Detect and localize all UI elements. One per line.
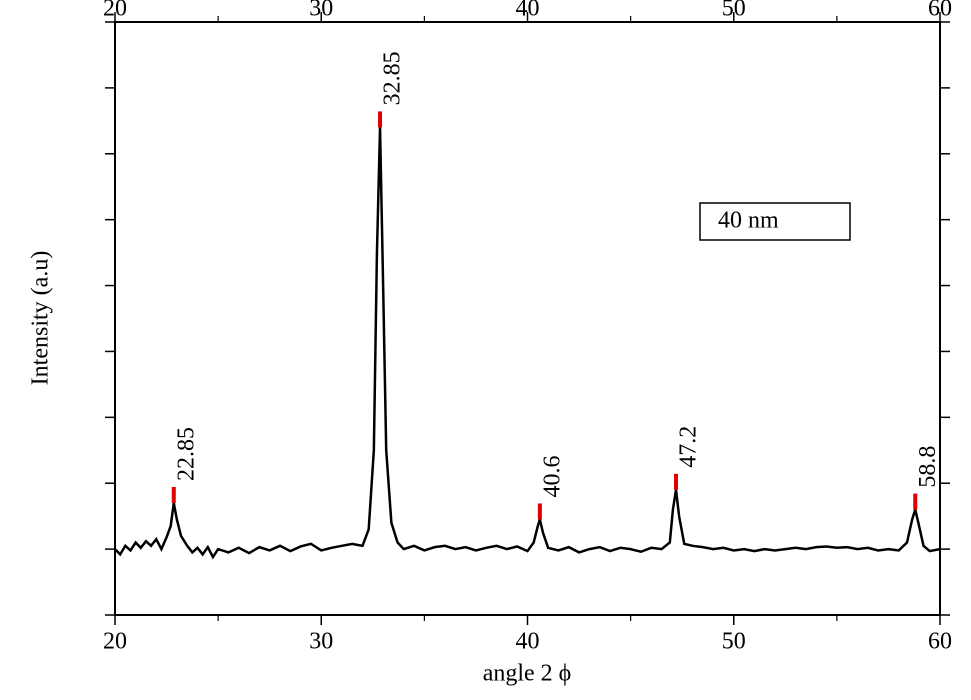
x-tick-label-top: 40 (516, 0, 540, 22)
data-line (114, 127, 941, 560)
legend-box (699, 202, 851, 241)
peak-label: 22.85 (173, 427, 199, 481)
y-axis-label: Intensity (a.u) (28, 251, 54, 386)
x-tick-label: 30 (309, 629, 333, 655)
plot-frame (114, 21, 941, 616)
x-tick-label: 60 (928, 629, 952, 655)
peak-label: 40.6 (539, 455, 565, 497)
x-tick-label-top: 30 (309, 0, 333, 22)
x-tick-label: 50 (722, 629, 746, 655)
peak-label: 58.8 (915, 446, 941, 488)
peak-label: 32.85 (380, 51, 406, 105)
x-axis-label: angle 2 ϕ (483, 661, 572, 687)
x-tick-label-top: 20 (103, 0, 127, 22)
x-tick-label: 20 (103, 629, 127, 655)
x-tick-label: 40 (516, 629, 540, 655)
legend-label: 40 nm (718, 208, 779, 234)
peak-label: 47.2 (676, 426, 702, 468)
x-tick-label-top: 50 (722, 0, 746, 22)
x-tick-label-top: 60 (928, 0, 952, 22)
